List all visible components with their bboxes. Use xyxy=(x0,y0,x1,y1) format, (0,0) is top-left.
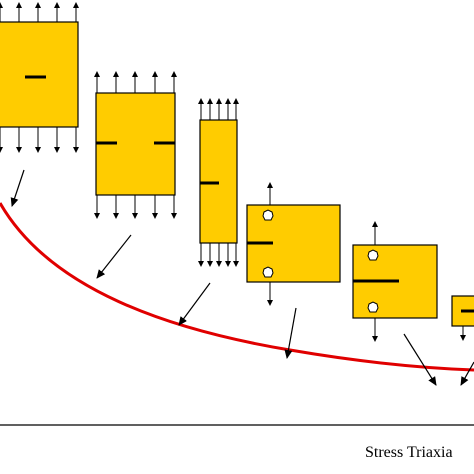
failure-curve xyxy=(0,202,474,372)
specimen-5 xyxy=(352,221,438,342)
x-axis-label: Stress Triaxia xyxy=(365,444,453,461)
specimen-6 xyxy=(451,295,474,341)
leader-arrows xyxy=(10,169,474,386)
specimen-4 xyxy=(246,182,341,306)
specimen-2 xyxy=(94,71,177,219)
specimen-3 xyxy=(198,98,239,267)
specimen-1 xyxy=(0,2,79,153)
